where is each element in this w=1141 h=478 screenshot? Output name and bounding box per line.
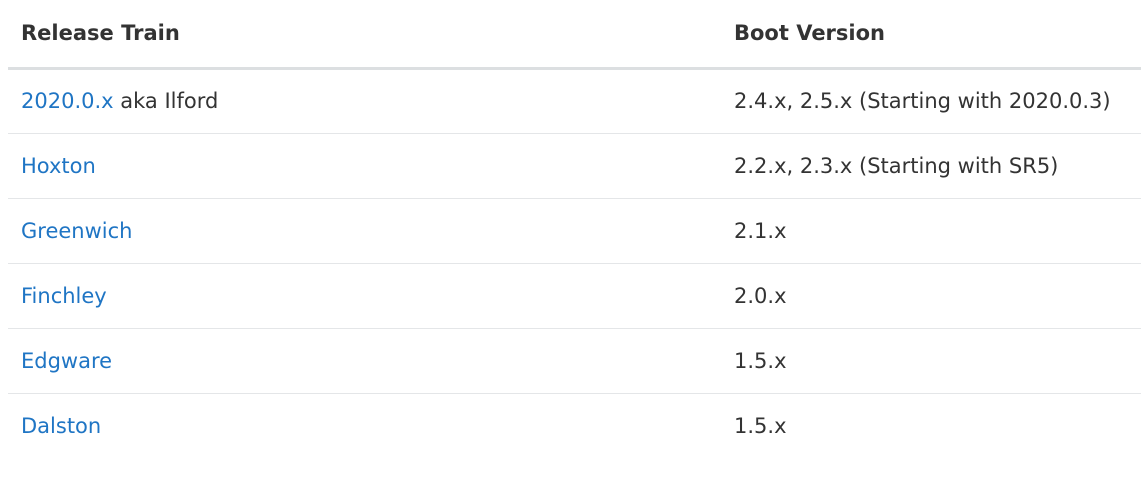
table-row: Finchley 2.0.x (8, 263, 1141, 329)
release-train-cell: Edgware (8, 328, 721, 394)
compatibility-table: Release Train Boot Version 2020.0.x aka … (8, 0, 1141, 458)
column-header-boot-version: Boot Version (721, 0, 1141, 70)
release-train-cell: Dalston (8, 393, 721, 458)
release-train-alias: aka Ilford (113, 89, 219, 113)
table-row: Hoxton 2.2.x, 2.3.x (Starting with SR5) (8, 133, 1141, 199)
release-train-link[interactable]: Finchley (21, 283, 107, 308)
release-train-link[interactable]: Dalston (21, 413, 102, 438)
compatibility-table-container: Release Train Boot Version 2020.0.x aka … (8, 0, 1141, 458)
release-train-link[interactable]: Edgware (21, 348, 113, 373)
boot-version-cell: 2.1.x (721, 198, 1141, 264)
header-row: Release Train Boot Version (8, 0, 1141, 70)
column-header-release-train: Release Train (8, 0, 721, 70)
boot-version-cell: 2.4.x, 2.5.x (Starting with 2020.0.3) (721, 68, 1141, 134)
release-train-cell: Greenwich (8, 198, 721, 264)
table-header: Release Train Boot Version (8, 0, 1141, 70)
release-train-cell: Finchley (8, 263, 721, 329)
release-train-cell: 2020.0.x aka Ilford (8, 68, 721, 134)
table-row: Edgware 1.5.x (8, 328, 1141, 394)
boot-version-cell: 1.5.x (734, 413, 787, 438)
release-train-link[interactable]: Hoxton (21, 153, 96, 178)
boot-version-cell: 2.0.x (721, 263, 1141, 329)
boot-version-cell: 2.2.x, 2.3.x (Starting with SR5) (721, 133, 1141, 199)
boot-version-cell: 1.5.x (721, 328, 1141, 394)
table-row: 2020.0.x aka Ilford 2.4.x, 2.5.x (Starti… (8, 68, 1141, 134)
table-row: Greenwich 2.1.x (8, 198, 1141, 264)
release-train-link[interactable]: 2020.0.x (21, 89, 114, 113)
release-train-cell: Hoxton (8, 133, 721, 199)
release-train-link[interactable]: Greenwich (21, 218, 133, 243)
table-row: Dalston 1.5.x (8, 393, 1141, 458)
table-body: 2020.0.x aka Ilford 2.4.x, 2.5.x (Starti… (8, 68, 1141, 458)
